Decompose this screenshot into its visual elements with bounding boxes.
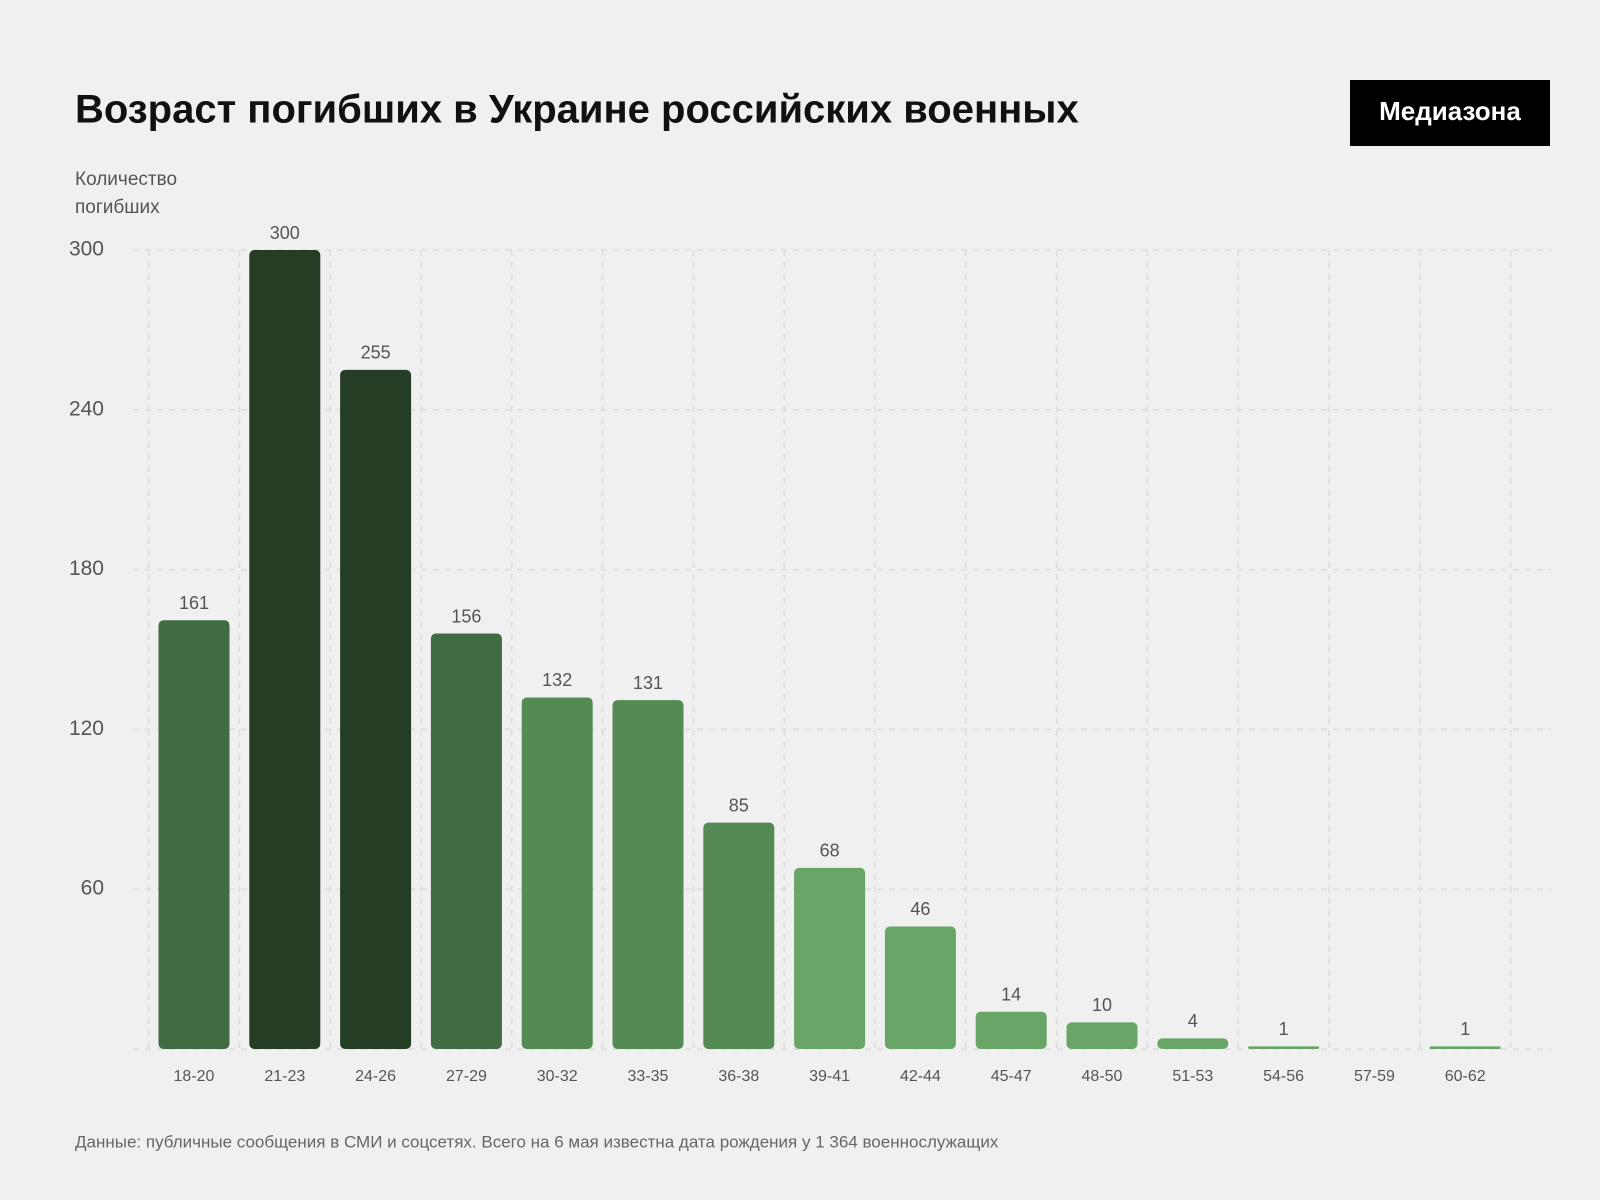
- value-label: 1: [1279, 1019, 1289, 1039]
- value-label: 14: [1001, 984, 1021, 1004]
- x-tick-label: 18-20: [174, 1068, 215, 1085]
- y-axis-label: Количество: [75, 169, 177, 190]
- value-label: 68: [820, 841, 840, 861]
- x-tick-label: 51-53: [1172, 1068, 1213, 1085]
- x-tick-label: 24-26: [355, 1068, 396, 1085]
- y-tick-label: 120: [69, 717, 104, 740]
- y-tick-label: 240: [69, 397, 104, 420]
- x-tick-label: 54-56: [1263, 1068, 1304, 1085]
- bar: [1157, 1038, 1229, 1049]
- bar: [158, 620, 230, 1049]
- value-label: 156: [451, 606, 481, 626]
- value-label: 85: [729, 795, 749, 815]
- x-tick-label: 30-32: [537, 1068, 578, 1085]
- x-tick-label: 42-44: [900, 1068, 941, 1085]
- bar: [1429, 1046, 1501, 1049]
- bar: [1066, 1022, 1138, 1049]
- x-tick-label: 45-47: [991, 1068, 1032, 1085]
- x-tick-label: 27-29: [446, 1068, 487, 1085]
- bar: [249, 250, 321, 1049]
- x-tick-label: 21-23: [264, 1068, 305, 1085]
- y-axis-label: погибших: [75, 197, 160, 218]
- y-tick-label: 180: [69, 557, 104, 580]
- value-label: 131: [633, 673, 663, 693]
- chart-title: Возраст погибших в Украине российских во…: [75, 88, 1079, 132]
- x-tick-label: 39-41: [809, 1068, 850, 1085]
- x-tick-label: 36-38: [718, 1068, 759, 1085]
- bar: [340, 369, 412, 1050]
- logo-box: [1350, 80, 1550, 146]
- value-label: 1: [1460, 1019, 1470, 1039]
- value-label: 255: [361, 343, 391, 363]
- bar: [1248, 1046, 1320, 1049]
- bar: [794, 867, 866, 1049]
- x-tick-label: 60-62: [1445, 1068, 1486, 1085]
- value-label: 46: [910, 899, 930, 919]
- y-tick-label: 60: [81, 877, 104, 900]
- bar: [612, 700, 684, 1049]
- source-note: Данные: публичные сообщения в СМИ и соцс…: [75, 1132, 999, 1151]
- value-label: 132: [542, 670, 572, 690]
- value-label: 10: [1092, 995, 1112, 1015]
- bar: [430, 633, 502, 1049]
- bar: [975, 1011, 1047, 1049]
- bar: [703, 822, 775, 1049]
- value-label: 161: [179, 593, 209, 613]
- bar: [884, 926, 956, 1049]
- value-label: 4: [1188, 1011, 1198, 1031]
- x-tick-label: 57-59: [1354, 1068, 1395, 1085]
- logo: Медиазона: [1379, 96, 1521, 126]
- y-tick-label: 300: [69, 238, 104, 261]
- x-tick-label: 48-50: [1082, 1068, 1123, 1085]
- value-label: 300: [270, 223, 300, 243]
- bar: [521, 697, 593, 1049]
- x-tick-label: 33-35: [628, 1068, 669, 1085]
